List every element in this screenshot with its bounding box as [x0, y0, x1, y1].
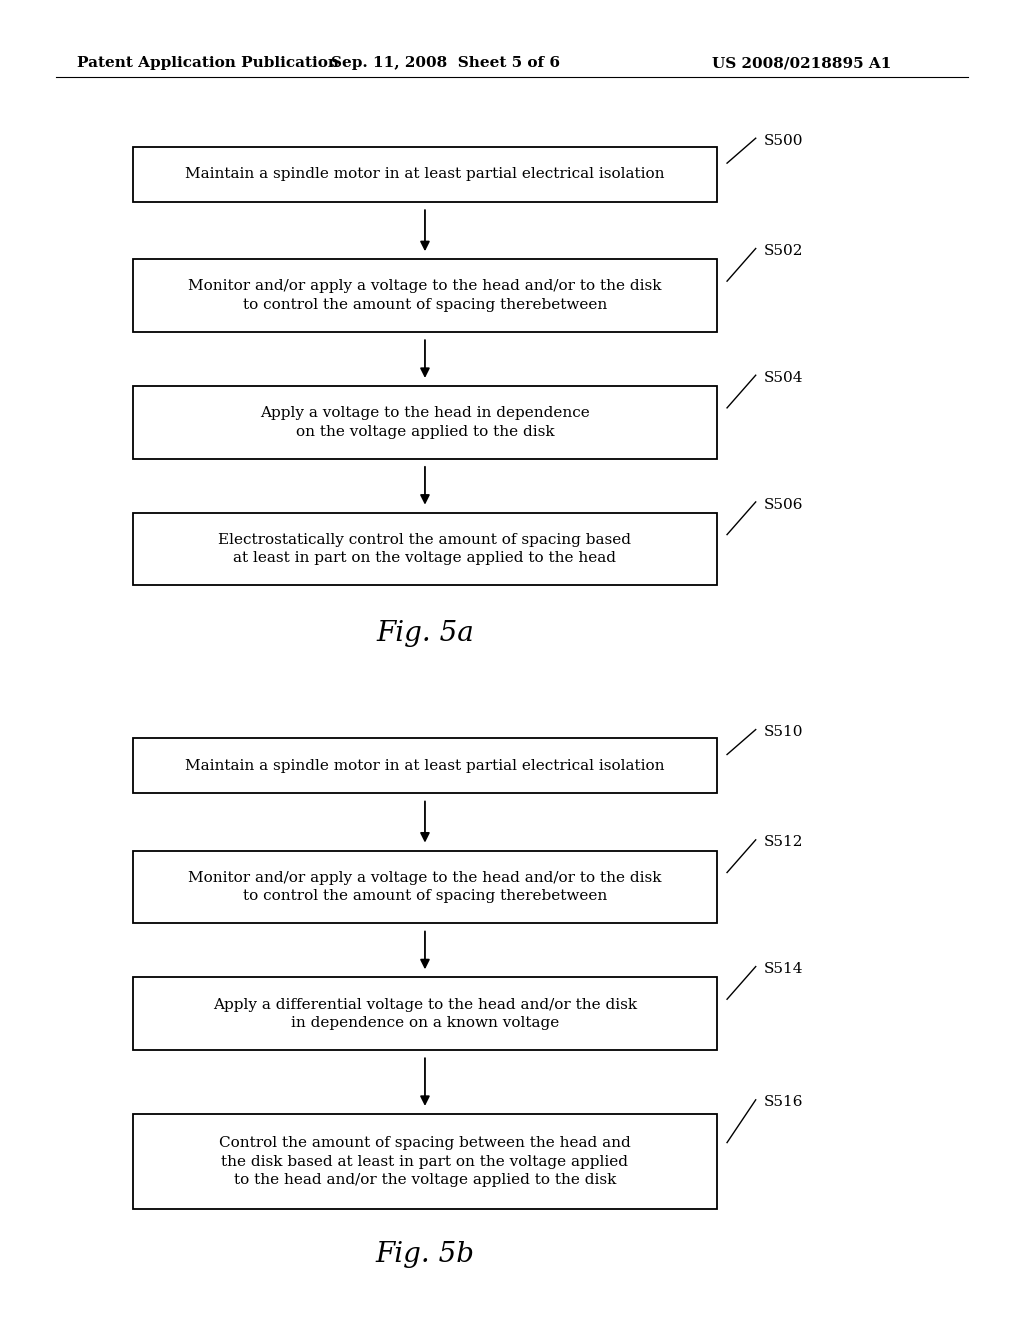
Text: Monitor and/or apply a voltage to the head and/or to the disk
to control the amo: Monitor and/or apply a voltage to the he… [188, 871, 662, 903]
Text: Patent Application Publication: Patent Application Publication [77, 57, 339, 70]
Text: S502: S502 [764, 244, 804, 259]
Bar [133, 147, 717, 202]
Text: US 2008/0218895 A1: US 2008/0218895 A1 [712, 57, 891, 70]
Bar [133, 1114, 717, 1209]
Text: S514: S514 [764, 962, 804, 977]
Text: S510: S510 [764, 725, 804, 739]
Text: S516: S516 [764, 1096, 804, 1110]
Bar [133, 385, 717, 458]
Text: Control the amount of spacing between the head and
the disk based at least in pa: Control the amount of spacing between th… [219, 1137, 631, 1187]
Text: Maintain a spindle motor in at least partial electrical isolation: Maintain a spindle motor in at least par… [185, 168, 665, 181]
Text: Fig. 5b: Fig. 5b [376, 1241, 474, 1267]
Text: S500: S500 [764, 133, 804, 148]
Text: Apply a voltage to the head in dependence
on the voltage applied to the disk: Apply a voltage to the head in dependenc… [260, 407, 590, 438]
Bar [133, 977, 717, 1051]
Text: Sep. 11, 2008  Sheet 5 of 6: Sep. 11, 2008 Sheet 5 of 6 [331, 57, 560, 70]
Bar [133, 851, 717, 924]
Text: S512: S512 [764, 836, 804, 850]
Text: Monitor and/or apply a voltage to the head and/or to the disk
to control the amo: Monitor and/or apply a voltage to the he… [188, 280, 662, 312]
Bar [133, 259, 717, 331]
Text: S504: S504 [764, 371, 804, 385]
Text: Fig. 5a: Fig. 5a [376, 620, 474, 647]
Text: Apply a differential voltage to the head and/or the disk
in dependence on a know: Apply a differential voltage to the head… [213, 998, 637, 1030]
Bar [133, 512, 717, 586]
Text: S506: S506 [764, 498, 804, 512]
Text: Electrostatically control the amount of spacing based
at least in part on the vo: Electrostatically control the amount of … [218, 533, 632, 565]
Bar [133, 738, 717, 793]
Text: Maintain a spindle motor in at least partial electrical isolation: Maintain a spindle motor in at least par… [185, 759, 665, 772]
